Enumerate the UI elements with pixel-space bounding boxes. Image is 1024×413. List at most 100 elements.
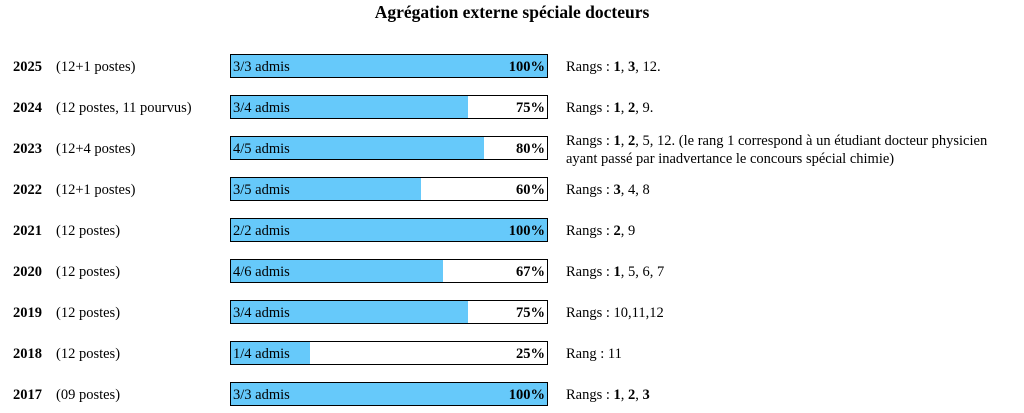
success-rate-fill [231,383,547,405]
success-rate-fill [231,260,443,282]
rank-text: , 5, 12. (le rang 1 correspond à un étud… [566,133,988,167]
postes-label: (12+1 postes) [56,182,136,198]
year-label: 2023 [13,141,42,157]
rank-text: Rangs : [566,59,614,75]
percent-label: 100% [508,59,545,75]
rank-bold: 3 [642,387,650,403]
success-rate-fill [231,342,310,364]
result-row-2017: 2017 (09 postes) 3/3 admis 100% Rangs : 1, 2… [0,382,1024,408]
year-label: 2019 [13,305,42,321]
success-rate-fill [231,55,547,77]
result-row-2024: 2024 (12 postes, 11 pourvus) 3/4 admis 75% R… [0,95,1024,121]
rank-bold: 3 [613,182,621,198]
postes-label: (09 postes) [56,387,121,403]
rank-bold: 1 [613,59,621,75]
rangs-text: Rangs : 1, 5, 6, 7 [566,263,1016,281]
year-label: 2017 [13,387,42,403]
rank-text: Rangs : [566,223,614,239]
percent-label: 100% [508,223,545,239]
postes-label: (12+1 postes) [56,59,136,75]
success-rate-bar: 3/3 admis 100% [230,54,548,78]
rank-bold: 2 [628,133,636,149]
year-label: 2024 [13,100,42,116]
postes-label: (12+4 postes) [56,141,136,157]
rank-text: Rangs : [566,182,614,198]
success-rate-fill [231,301,468,323]
rank-text: , 4, 8 [620,182,650,198]
admis-label: 3/4 admis [233,100,290,116]
admis-label: 1/4 admis [233,346,290,362]
rank-text: Rangs : [566,133,614,149]
admis-label: 2/2 admis [233,223,290,239]
rank-text: Rang : 11 [566,346,622,362]
result-row-2018: 2018 (12 postes) 1/4 admis 25% Rang : 11 [0,341,1024,367]
postes-label: (12 postes, 11 pourvus) [56,100,192,116]
success-rate-bar: 3/3 admis 100% [230,382,548,406]
admis-label: 3/5 admis [233,182,290,198]
result-row-2020: 2020 (12 postes) 4/6 admis 67% Rangs : 1, 5,… [0,259,1024,285]
rangs-text: Rang : 11 [566,345,1016,363]
success-rate-bar: 3/4 admis 75% [230,300,548,324]
rangs-text: Rangs : 10,11,12 [566,304,1016,322]
percent-label: 80% [516,141,545,157]
rank-text: , 9. [635,100,654,116]
success-rate-bar: 1/4 admis 25% [230,341,548,365]
admis-label: 4/5 admis [233,141,290,157]
rangs-text: Rangs : 1, 2, 3 [566,386,1016,404]
success-rate-bar: 3/5 admis 60% [230,177,548,201]
rank-bold: 2 [628,387,636,403]
success-rate-bar: 4/5 admis 80% [230,136,548,160]
rank-bold: 1 [613,387,621,403]
rangs-text: Rangs : 2, 9 [566,222,1016,240]
rank-bold: 1 [613,133,621,149]
rank-bold: 3 [628,59,636,75]
rank-bold: 2 [613,223,621,239]
result-row-2025: 2025 (12+1 postes) 3/3 admis 100% Rangs : 1,… [0,54,1024,80]
year-label: 2022 [13,182,42,198]
year-label: 2021 [13,223,42,239]
postes-label: (12 postes) [56,223,121,239]
percent-label: 75% [516,100,545,116]
rank-text: , 5, 6, 7 [620,264,665,280]
rank-bold: 1 [613,100,621,116]
result-row-2023: 2023 (12+4 postes) 4/5 admis 80% Rangs : 1, … [0,133,1024,167]
percent-label: 60% [516,182,545,198]
rank-text: , 9 [620,223,636,239]
rank-text: , [635,387,643,403]
admis-label: 4/6 admis [233,264,290,280]
success-rate-fill [231,96,468,118]
rangs-text: Rangs : 1, 2, 9. [566,99,1016,117]
success-rate-fill [231,219,547,241]
percent-label: 25% [516,346,545,362]
rank-text: , [620,133,629,149]
result-row-2021: 2021 (12 postes) 2/2 admis 100% Rangs : 2, 9 [0,218,1024,244]
rank-text: Rangs : [566,387,614,403]
rangs-text: Rangs : 3, 4, 8 [566,181,1016,199]
percent-label: 75% [516,305,545,321]
result-row-2019: 2019 (12 postes) 3/4 admis 75% Rangs : 10,11… [0,300,1024,326]
year-label: 2020 [13,264,42,280]
success-rate-bar: 2/2 admis 100% [230,218,548,242]
admis-label: 3/3 admis [233,387,290,403]
rank-text: Rangs : 10,11,12 [566,305,664,321]
admis-label: 3/3 admis [233,59,290,75]
percent-label: 67% [516,264,545,280]
percent-label: 100% [508,387,545,403]
result-row-2022: 2022 (12+1 postes) 3/5 admis 60% Rangs : 3, … [0,177,1024,203]
rank-text: , 12. [635,59,661,75]
rank-bold: 2 [628,100,636,116]
rank-text: , [620,100,629,116]
success-rate-bar: 3/4 admis 75% [230,95,548,119]
rangs-text: Rangs : 1, 3, 12. [566,58,1016,76]
year-label: 2018 [13,346,42,362]
rank-text: Rangs : [566,100,614,116]
success-rate-bar: 4/6 admis 67% [230,259,548,283]
rank-text: , [620,387,629,403]
admis-label: 3/4 admis [233,305,290,321]
rangs-text: Rangs : 1, 2, 5, 12. (le rang 1 correspo… [566,132,1016,168]
postes-label: (12 postes) [56,264,121,280]
success-rate-fill [231,178,421,200]
rank-text: Rangs : [566,264,614,280]
postes-label: (12 postes) [56,305,121,321]
year-label: 2025 [13,59,42,75]
